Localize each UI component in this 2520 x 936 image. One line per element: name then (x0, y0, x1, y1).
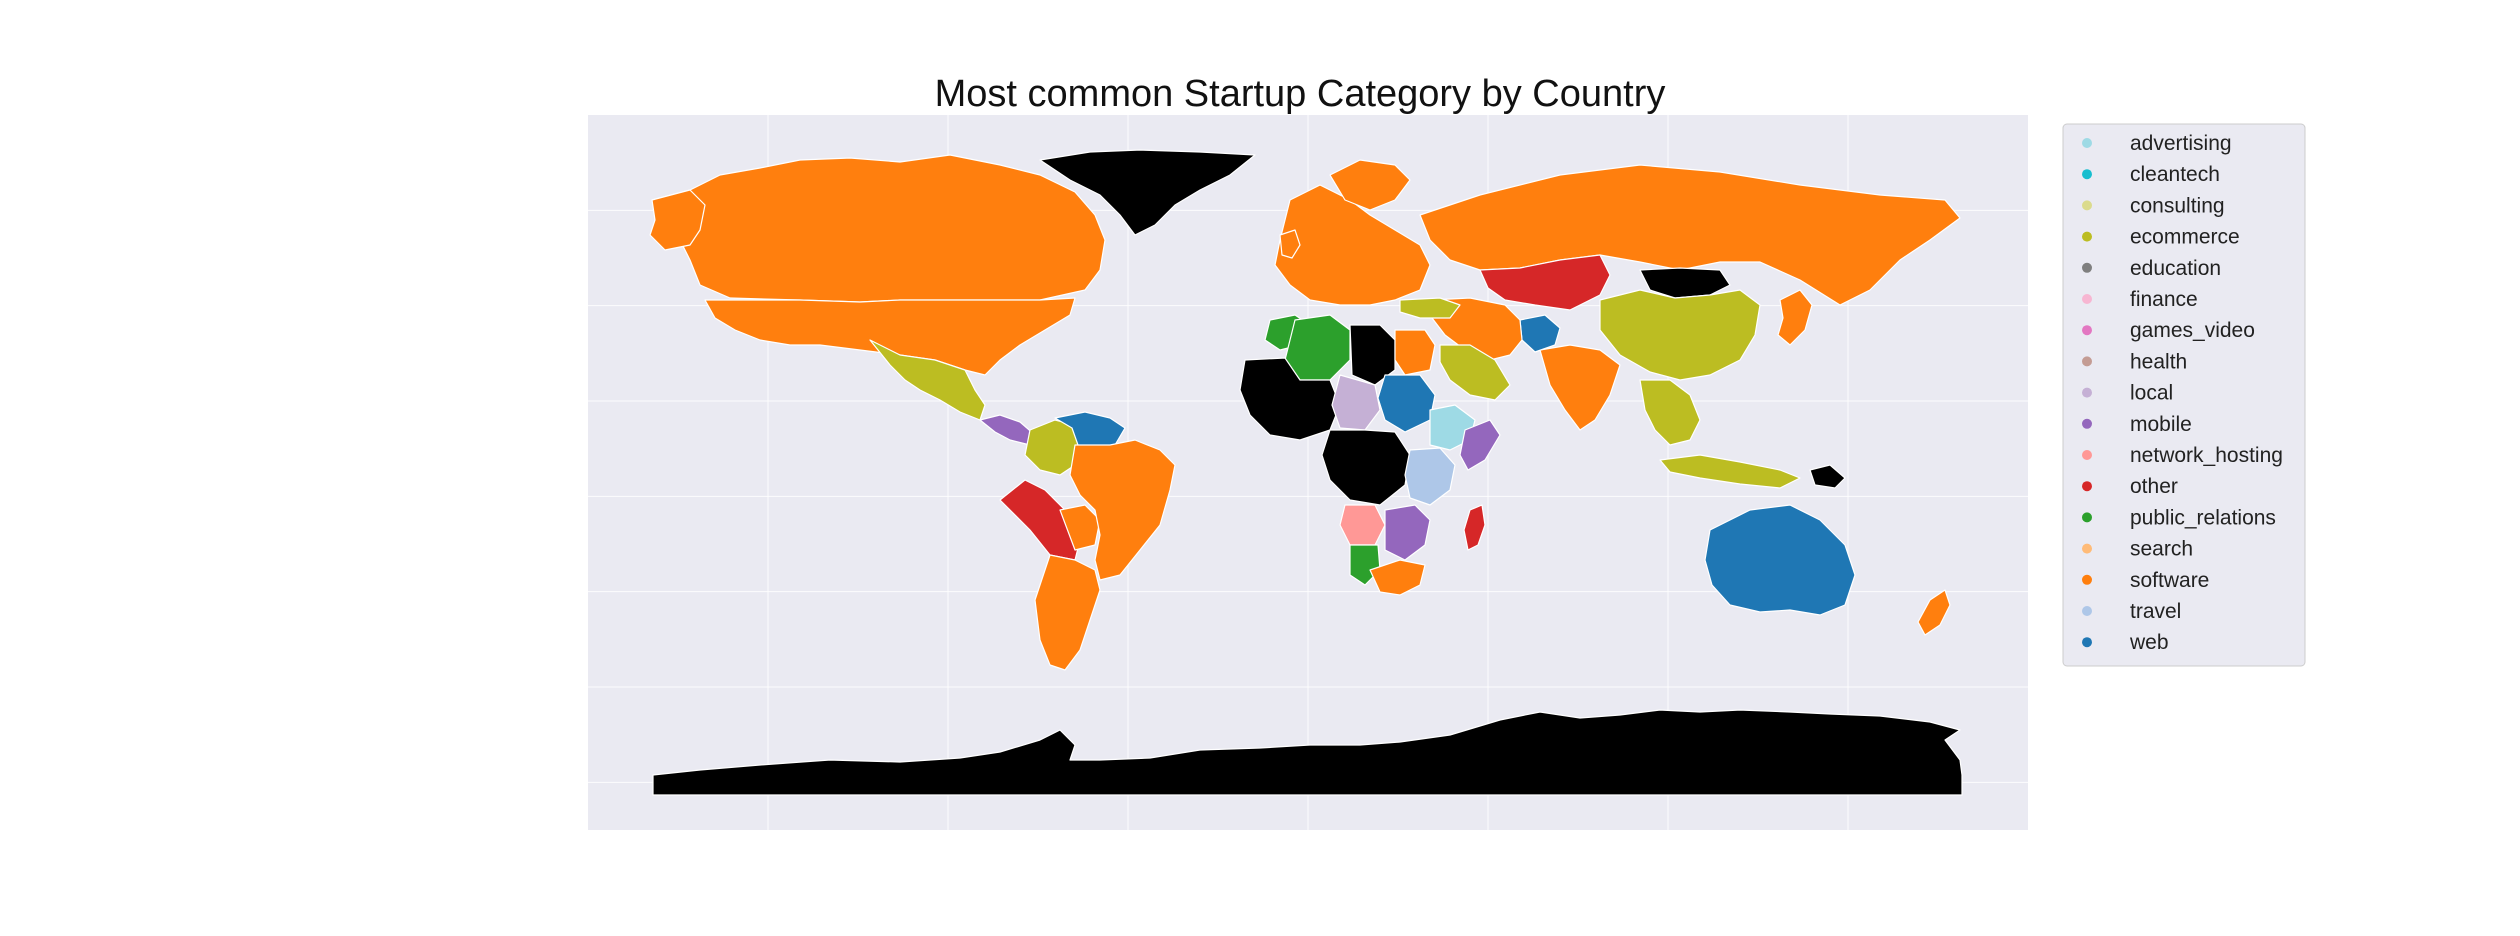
legend-label: ecommerce (2130, 226, 2240, 249)
legend-label: web (2129, 631, 2169, 654)
region-australia (1704, 504, 1856, 616)
region-saudi-arabia (1439, 344, 1511, 401)
legend-marker (2082, 325, 2092, 336)
legend-marker (2082, 574, 2092, 585)
legend-marker (2082, 450, 2092, 460)
legend-marker (2082, 418, 2092, 429)
region-madagascar (1463, 504, 1486, 551)
legend-item: games_video (2082, 319, 2255, 342)
legend-label: health (2130, 350, 2187, 373)
legend-item: cleantech (2082, 163, 2220, 186)
legend-marker (2082, 481, 2092, 492)
legend-item: mobile (2082, 413, 2192, 436)
legend-label: network_hosting (2130, 444, 2283, 467)
region-southeast-asia (1639, 379, 1701, 446)
legend-item: education (2082, 257, 2221, 280)
region-bolivia (1059, 504, 1101, 551)
legend-item: web (2082, 631, 2169, 654)
region-libya (1349, 324, 1396, 386)
region-southern-africa (1384, 504, 1431, 561)
region-brazil (1069, 439, 1176, 581)
legend-label: software (2130, 569, 2209, 592)
region-indonesia (1659, 454, 1801, 489)
legend-item: search (2082, 538, 2193, 561)
region-china (1599, 289, 1761, 381)
region-alaska (649, 189, 706, 251)
legend-marker (2082, 262, 2092, 273)
legend-label: advertising (2130, 132, 2232, 155)
legend-label: cleantech (2130, 163, 2220, 186)
legend-items: advertising cleantech consulting ecommerce e… (2082, 132, 2283, 654)
legend-item: public_relations (2082, 506, 2276, 529)
legend-item: finance (2082, 288, 2198, 311)
legend-label: travel (2130, 600, 2181, 623)
region-sudan (1377, 374, 1436, 433)
legend-marker (2082, 138, 2092, 148)
legend-label: public_relations (2130, 506, 2276, 529)
region-united-kingdom (1279, 229, 1301, 259)
map-title: Most common Startup Category by Country (935, 73, 1666, 115)
legend-label: search (2130, 538, 2193, 561)
legend-marker (2082, 294, 2092, 304)
region-kazakhstan (1479, 254, 1611, 311)
legend-marker (2082, 606, 2092, 616)
legend-item: travel (2082, 600, 2181, 623)
legend-label: finance (2130, 288, 2198, 311)
map-plot-area (588, 115, 2028, 830)
region-scandinavia (1329, 159, 1411, 211)
legend-item: advertising (2082, 132, 2232, 155)
region-greenland (1039, 149, 1256, 236)
region-turkey (1399, 297, 1461, 319)
region-mongolia (1639, 267, 1731, 299)
legend-marker (2082, 200, 2092, 211)
legend-item: consulting (2082, 194, 2225, 217)
region-central-africa (1321, 429, 1411, 506)
region-east-africa (1404, 447, 1456, 506)
region-papua-new-guinea (1809, 464, 1846, 489)
region-angola (1339, 504, 1386, 546)
country-regions (649, 149, 1963, 796)
legend-marker (2082, 231, 2092, 242)
legend-marker (2082, 169, 2092, 180)
legend-item: network_hosting (2082, 444, 2283, 467)
legend-label: other (2130, 475, 2178, 498)
legend-box (2062, 123, 2306, 667)
legend-marker (2082, 387, 2092, 398)
legend-item: other (2082, 475, 2178, 498)
legend-marker (2082, 356, 2092, 367)
region-horn-of-africa (1459, 419, 1501, 471)
region-united-states (704, 297, 1076, 376)
legend: advertising cleantech consulting ecommerce e… (2062, 123, 2306, 667)
region-south-africa (1369, 559, 1426, 596)
legend-label: local (2130, 382, 2173, 405)
region-new-zealand (1917, 589, 1951, 636)
legend-label: games_video (2130, 319, 2255, 342)
region-india (1539, 344, 1621, 431)
region-algeria (1284, 314, 1351, 381)
legend-item: health (2082, 350, 2187, 373)
legend-marker (2082, 512, 2092, 523)
region-canada (651, 154, 1106, 303)
legend-marker (2082, 637, 2092, 648)
region-egypt (1394, 329, 1436, 376)
region-argentina (1034, 554, 1101, 671)
legend-label: mobile (2130, 413, 2192, 436)
region-japan (1777, 289, 1813, 346)
region-europe (1274, 184, 1431, 306)
legend-marker (2082, 543, 2092, 554)
legend-item: software (2082, 569, 2209, 592)
legend-item: ecommerce (2082, 226, 2240, 249)
legend-label: consulting (2130, 194, 2225, 217)
legend-label: education (2130, 257, 2221, 280)
region-antarctica (652, 709, 1963, 796)
legend-item: local (2082, 382, 2173, 405)
